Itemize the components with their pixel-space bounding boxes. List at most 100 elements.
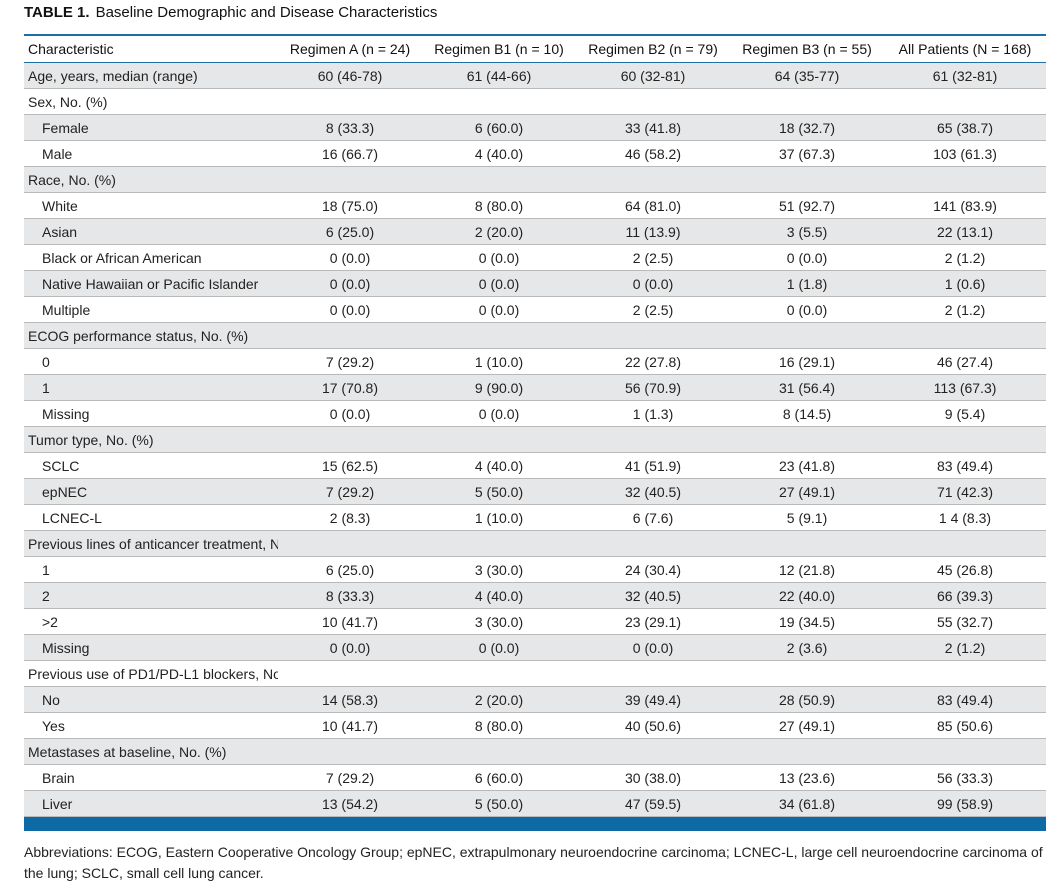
table-cell: 1 (1.3) — [576, 400, 730, 427]
table-cell: 32 (40.5) — [576, 582, 730, 609]
table-cell: 0 (0.0) — [278, 244, 422, 271]
table-cell: 113 (67.3) — [884, 374, 1046, 401]
table-cell: 2 (8.3) — [278, 504, 422, 531]
table-cell — [576, 426, 730, 453]
table-cell — [884, 166, 1046, 193]
table-cell: 14 (58.3) — [278, 686, 422, 713]
row-label: Tumor type, No. (%) — [24, 426, 278, 453]
table-cell: 4 (40.0) — [422, 452, 576, 479]
header-regimen-b2: Regimen B2 (n = 79) — [576, 36, 730, 63]
table-row: Native Hawaiian or Pacific Islander 0 (0.… — [24, 270, 1046, 297]
row-label: Metastases at baseline, No. (%) — [24, 738, 278, 765]
header-characteristic: Characteristic — [24, 36, 278, 63]
table-cell — [730, 322, 884, 349]
row-label: >2 — [24, 608, 278, 635]
header-all-patients: All Patients (N = 168) — [884, 36, 1046, 63]
table-cell: 71 (42.3) — [884, 478, 1046, 505]
table-cell: 11 (13.9) — [576, 218, 730, 245]
table-cell: 8 (33.3) — [278, 582, 422, 609]
table-row: Race, No. (%) — [24, 166, 1046, 193]
row-label: Liver — [24, 790, 278, 817]
row-label: Yes — [24, 712, 278, 739]
table-cell: 8 (80.0) — [422, 192, 576, 219]
row-label: 1 — [24, 556, 278, 583]
table-cell: 10 (41.7) — [278, 608, 422, 635]
table-cell: 2 (2.5) — [576, 244, 730, 271]
header-regimen-a: Regimen A (n = 24) — [278, 36, 422, 63]
table-cell: 16 (66.7) — [278, 140, 422, 167]
table-cell: 28 (50.9) — [730, 686, 884, 713]
table-row: Tumor type, No. (%) — [24, 426, 1046, 453]
table-row: LCNEC-L 2 (8.3) 1 (10.0) 6 (7.6) 5 (9.1) 1 4 … — [24, 504, 1046, 531]
table-cell — [884, 426, 1046, 453]
row-label: Previous use of PD1/PD-L1 blockers, No. … — [24, 660, 278, 687]
table-row: ECOG performance status, No. (%) — [24, 322, 1046, 349]
row-label: Multiple — [24, 296, 278, 323]
table-cell: 83 (49.4) — [884, 686, 1046, 713]
table-cell: 60 (32-81) — [576, 62, 730, 89]
header-regimen-b3: Regimen B3 (n = 55) — [730, 36, 884, 63]
table-cell: 83 (49.4) — [884, 452, 1046, 479]
table-cell — [884, 738, 1046, 765]
table-row: SCLC 15 (62.5) 4 (40.0) 41 (51.9) 23 (41.8) 8… — [24, 452, 1046, 479]
header-row: Characteristic Regimen A (n = 24) Regime… — [24, 36, 1046, 63]
table-cell: 0 (0.0) — [422, 400, 576, 427]
row-label: 2 — [24, 582, 278, 609]
table-cell: 0 (0.0) — [278, 270, 422, 297]
table-cell: 45 (26.8) — [884, 556, 1046, 583]
table-row: Liver 13 (54.2) 5 (50.0) 47 (59.5) 34 (61.8)… — [24, 790, 1046, 817]
table-cell: 1 (10.0) — [422, 348, 576, 375]
table-cell: 99 (58.9) — [884, 790, 1046, 817]
row-label: Male — [24, 140, 278, 167]
table-row: Previous use of PD1/PD-L1 blockers, No. … — [24, 660, 1046, 687]
table-cell: 8 (33.3) — [278, 114, 422, 141]
table-row: Yes 10 (41.7) 8 (80.0) 40 (50.6) 27 (49.1) 85… — [24, 712, 1046, 739]
table-cell — [884, 88, 1046, 115]
table-cell: 0 (0.0) — [278, 400, 422, 427]
table-cell — [730, 166, 884, 193]
table-cell: 5 (50.0) — [422, 478, 576, 505]
table-cell: 27 (49.1) — [730, 712, 884, 739]
table-row: Asian 6 (25.0) 2 (20.0) 11 (13.9) 3 (5.5) 22 … — [24, 218, 1046, 245]
table-cell: 85 (50.6) — [884, 712, 1046, 739]
table-cell: 41 (51.9) — [576, 452, 730, 479]
table-cell — [730, 88, 884, 115]
table-cell — [730, 738, 884, 765]
table-cell: 3 (5.5) — [730, 218, 884, 245]
table-cell — [278, 426, 422, 453]
table-cell: 16 (29.1) — [730, 348, 884, 375]
table-cell: 56 (70.9) — [576, 374, 730, 401]
table-cell: 34 (61.8) — [730, 790, 884, 817]
table-cell: 27 (49.1) — [730, 478, 884, 505]
table-cell — [576, 530, 730, 557]
table-cell: 47 (59.5) — [576, 790, 730, 817]
table-cell: 0 (0.0) — [422, 296, 576, 323]
table-row: >2 10 (41.7) 3 (30.0) 23 (29.1) 19 (34.5) 55 … — [24, 608, 1046, 635]
table-cell: 2 (1.2) — [884, 244, 1046, 271]
table-cell — [278, 660, 422, 687]
row-label: SCLC — [24, 452, 278, 479]
table-cell — [422, 738, 576, 765]
table-cell: 19 (34.5) — [730, 608, 884, 635]
row-label: Missing — [24, 634, 278, 661]
table-cell — [576, 660, 730, 687]
row-label: LCNEC-L — [24, 504, 278, 531]
table-cell: 32 (40.5) — [576, 478, 730, 505]
table-row: 1 17 (70.8) 9 (90.0) 56 (70.9) 31 (56.4) 113 … — [24, 374, 1046, 401]
table-cell: 7 (29.2) — [278, 764, 422, 791]
table-cell: 22 (13.1) — [884, 218, 1046, 245]
table-cell — [576, 738, 730, 765]
table-cell: 6 (7.6) — [576, 504, 730, 531]
table-cell: 64 (81.0) — [576, 192, 730, 219]
table-caption: TABLE 1. Baseline Demographic and Disease… — [24, 4, 437, 21]
row-label: Age, years, median (range) — [24, 62, 278, 89]
table-cell: 56 (33.3) — [884, 764, 1046, 791]
table-cell: 0 (0.0) — [422, 634, 576, 661]
row-label: Missing — [24, 400, 278, 427]
row-label: No — [24, 686, 278, 713]
table-cell: 22 (27.8) — [576, 348, 730, 375]
table-cell — [278, 738, 422, 765]
table-cell: 141 (83.9) — [884, 192, 1046, 219]
table-cell: 1 (0.6) — [884, 270, 1046, 297]
